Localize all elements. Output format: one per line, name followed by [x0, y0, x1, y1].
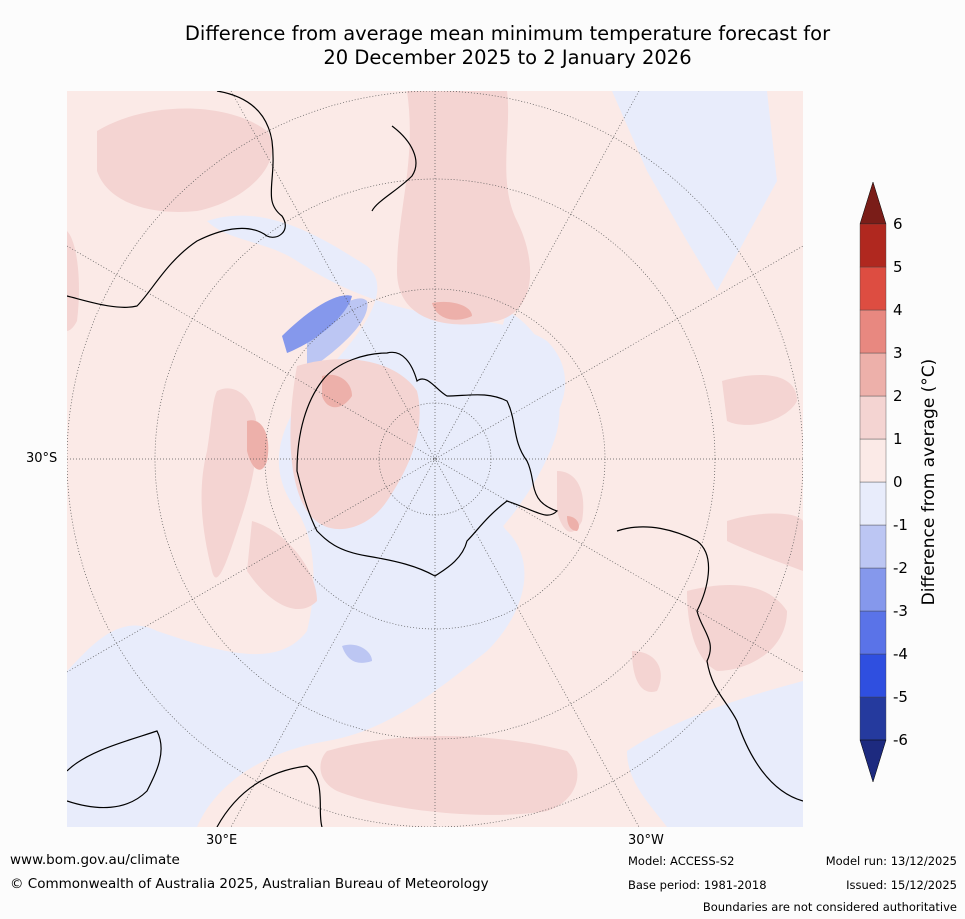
colorbar-band [859, 481, 887, 526]
colorbar-label: Difference from average (°C) [919, 358, 939, 606]
antarctica-coastline [296, 351, 559, 577]
coastlines [67, 91, 803, 827]
australia-coastline [67, 91, 286, 308]
colorbar-tick-label: 4 [893, 301, 903, 319]
new-zealand-coastline [371, 125, 417, 212]
colorbar-tick-label: -3 [893, 602, 908, 620]
colorbar-band [859, 438, 887, 483]
anomaly-map [67, 91, 803, 827]
colorbar-tick-label: -2 [893, 559, 908, 577]
colorbar [859, 182, 887, 782]
lat-label-30s: 30°S [26, 451, 58, 466]
colorbar-band [859, 696, 887, 741]
boundaries-disclaimer: Boundaries are not considered authoritat… [702, 900, 957, 914]
colorbar-tick-label: -1 [893, 516, 908, 534]
colorbar-bands [859, 223, 887, 741]
colorbar-tick-label: 3 [893, 344, 903, 362]
colorbar-band [859, 395, 887, 440]
map-title: Difference from average mean minimum tem… [110, 22, 905, 70]
colorbar-band [859, 567, 887, 612]
colorbar-tick-label: 1 [893, 430, 903, 448]
model-run-date: Model run: 13/12/2025 [825, 854, 957, 868]
below-average-regions [67, 91, 803, 827]
south-america-coastline [616, 526, 803, 802]
colorbar-over-arrow [859, 182, 887, 225]
map-canvas [67, 91, 803, 827]
colorbar-tick-label: 2 [893, 387, 903, 405]
lon-label-30w: 30°W [628, 833, 664, 848]
colorbar-band [859, 223, 887, 268]
colorbar-tick-label: -6 [893, 731, 908, 749]
copyright-notice: © Commonwealth of Australia 2025, Austra… [10, 876, 489, 892]
colorbar-tick-label: 5 [893, 258, 903, 276]
colorbar-band [859, 610, 887, 655]
colorbar-band [859, 524, 887, 569]
africa-south-coastline [216, 765, 323, 827]
colorbar-tick-label: 6 [893, 215, 903, 233]
model-name: Model: ACCESS-S2 [628, 854, 735, 868]
colorbar-band [859, 266, 887, 311]
base-period: Base period: 1981-2018 [628, 878, 767, 892]
africa-coastline [67, 730, 162, 809]
colorbar-under-arrow [859, 739, 887, 782]
colorbar-tick-label: -5 [893, 688, 908, 706]
title-line-2: 20 December 2025 to 2 January 2026 [323, 46, 692, 69]
website-link[interactable]: www.bom.gov.au/climate [10, 852, 180, 868]
colorbar-tick-label: -4 [893, 645, 908, 663]
colorbar-band [859, 309, 887, 354]
colorbar-tick-label: 0 [893, 473, 903, 491]
lon-label-30e: 30°E [206, 833, 238, 848]
above-average-regions [67, 91, 803, 815]
title-line-1: Difference from average mean minimum tem… [184, 22, 831, 45]
graticule [67, 91, 803, 827]
colorbar-band [859, 653, 887, 698]
colorbar-band [859, 352, 887, 397]
issued-date: Issued: 15/12/2025 [846, 878, 957, 892]
